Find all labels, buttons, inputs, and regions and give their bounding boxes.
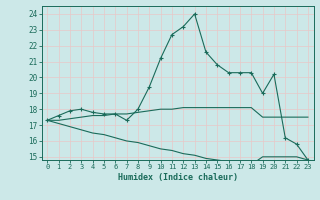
- X-axis label: Humidex (Indice chaleur): Humidex (Indice chaleur): [118, 173, 237, 182]
